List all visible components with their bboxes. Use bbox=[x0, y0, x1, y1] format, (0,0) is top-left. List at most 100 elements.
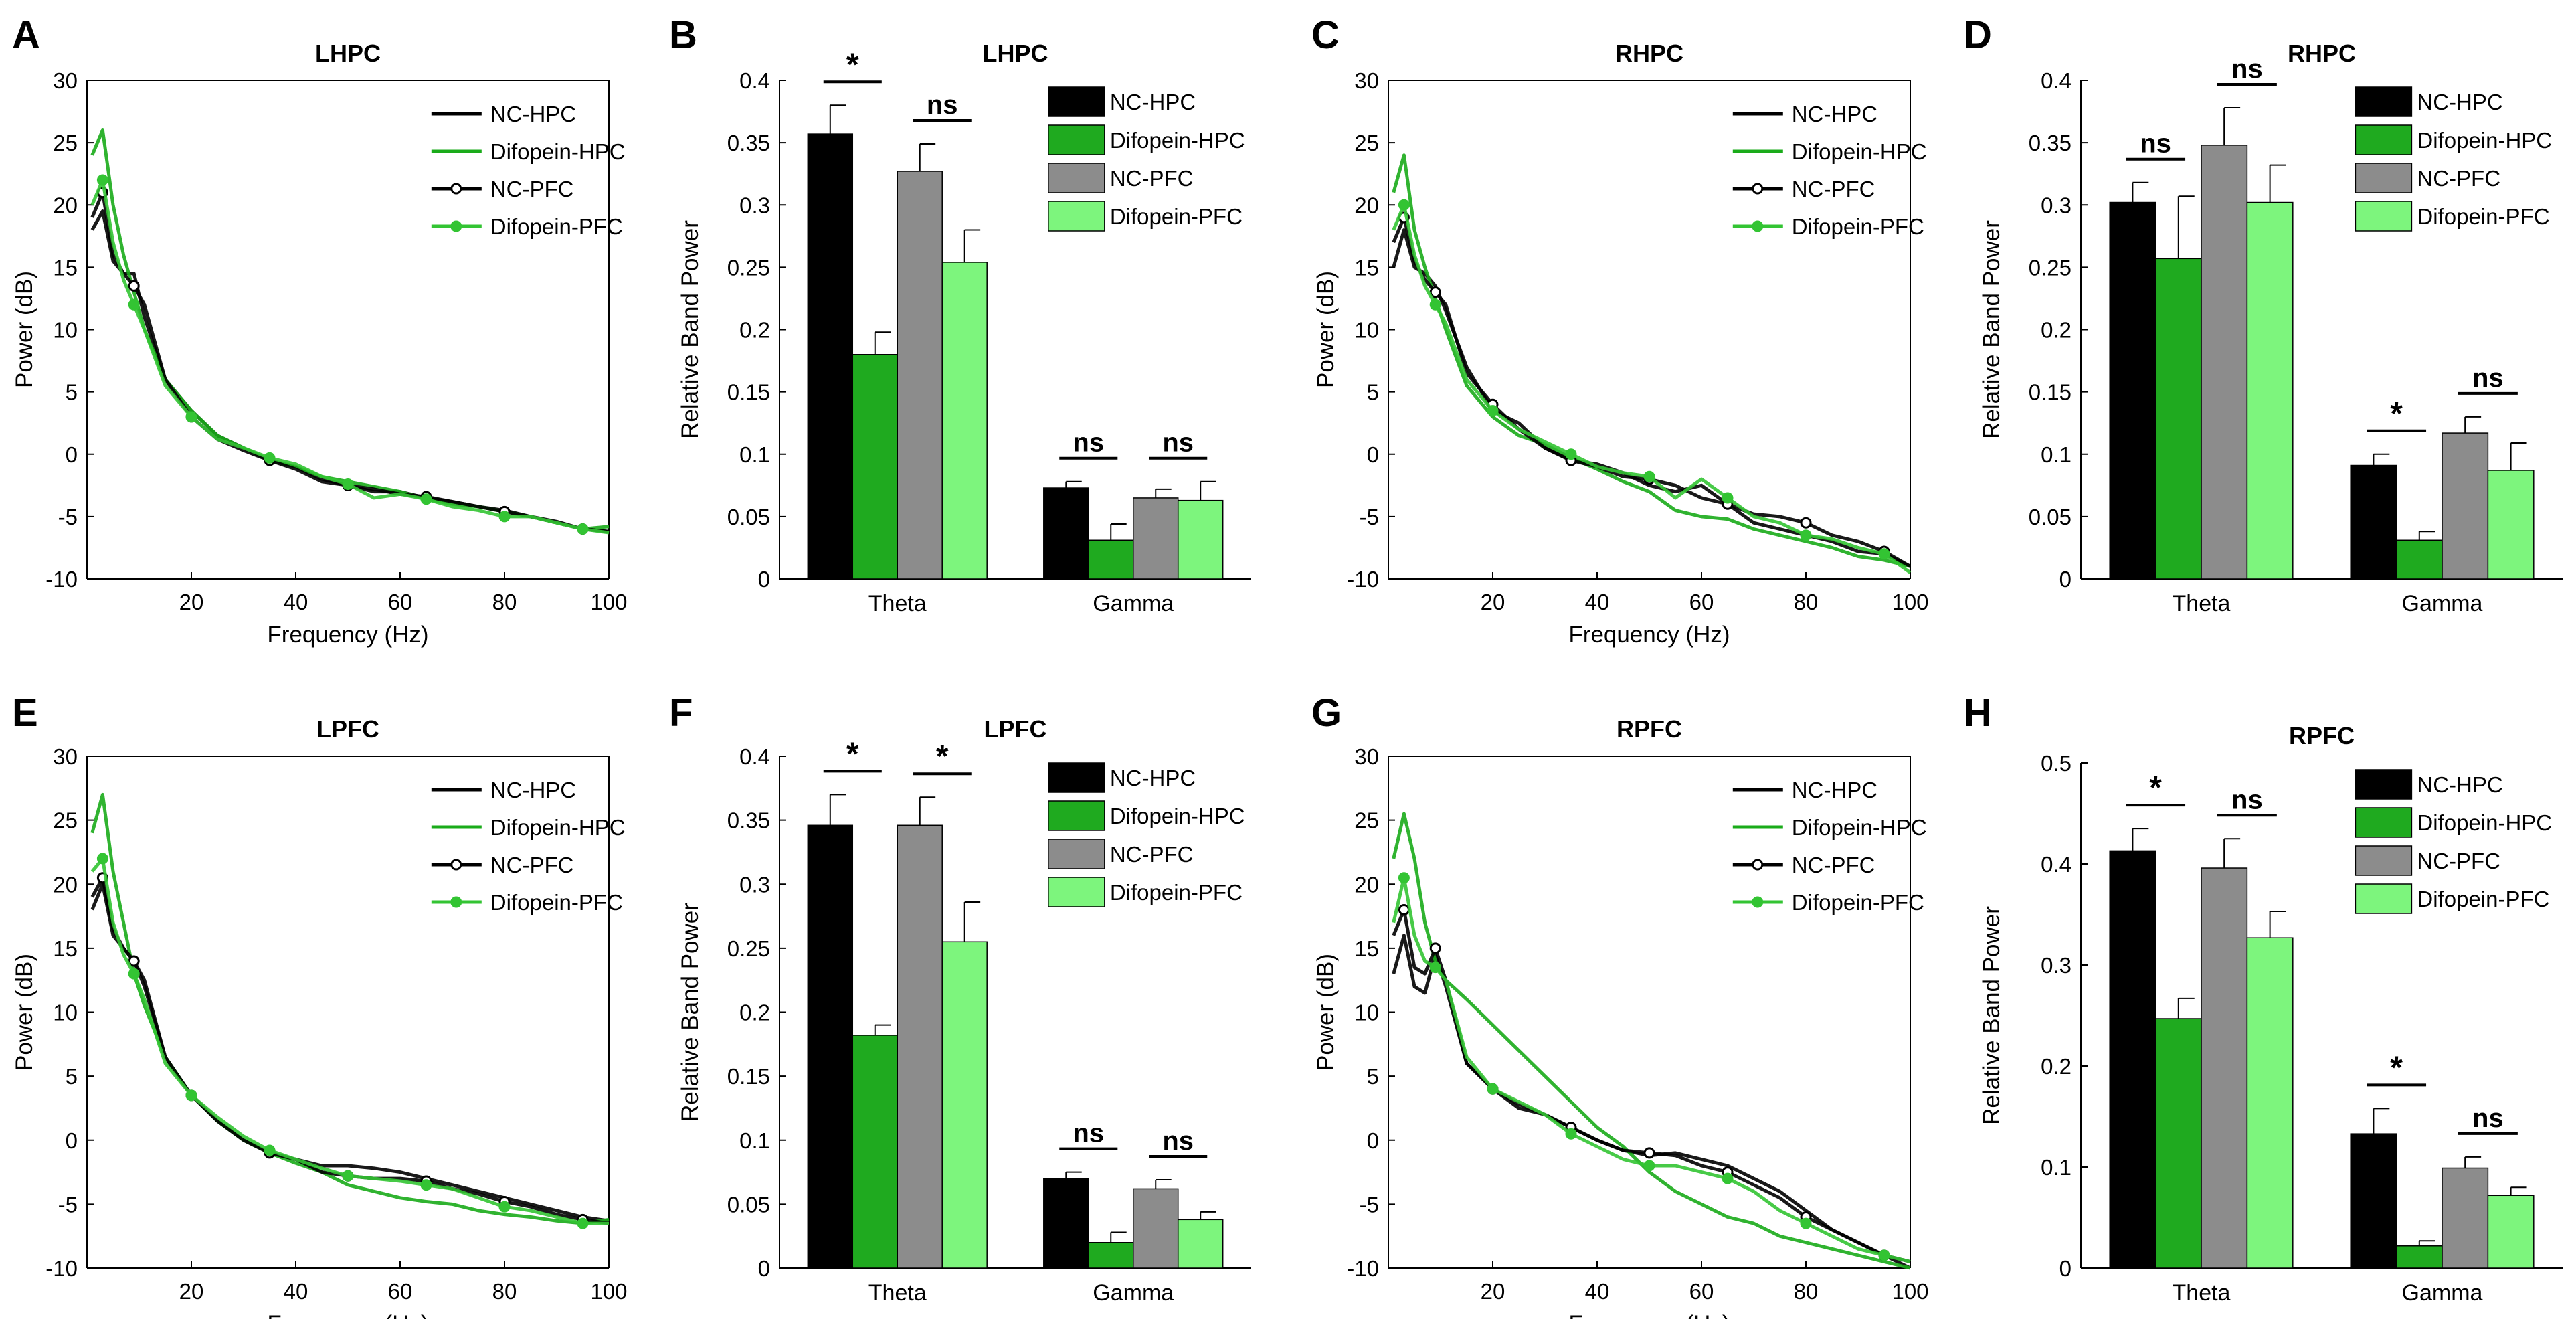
legend-swatch-difopein-pfc bbox=[2355, 883, 2413, 914]
y-tick-label: 0 bbox=[758, 1256, 770, 1281]
bar-theta-nc-hpc bbox=[2109, 850, 2156, 1269]
panel-letter: F bbox=[669, 691, 693, 735]
x-category-label: Theta bbox=[868, 591, 927, 616]
y-axis-label: Relative Band Power bbox=[1979, 906, 2005, 1125]
legend-label: Difopein-HPC bbox=[1110, 804, 1245, 828]
legend-swatch-nc-pfc bbox=[1048, 839, 1105, 869]
x-axis-label: Frequency (Hz) bbox=[1568, 1311, 1730, 1319]
series-marker bbox=[1643, 1160, 1655, 1172]
y-axis-label: Power (dB) bbox=[11, 271, 37, 388]
y-tick-label: 20 bbox=[1354, 193, 1379, 217]
series-marker bbox=[498, 511, 511, 523]
bar-gamma-difopein-pfc bbox=[2487, 470, 2535, 580]
bar-theta-difopein-hpc bbox=[852, 354, 899, 580]
y-tick-label: 0.3 bbox=[2041, 193, 2072, 217]
series-line-nc-hpc bbox=[90, 882, 610, 1223]
legend-swatch-nc-hpc bbox=[2355, 769, 2413, 800]
y-tick-label: 0 bbox=[2059, 567, 2072, 592]
series-marker bbox=[1398, 872, 1410, 884]
bar-theta-difopein-pfc bbox=[2246, 937, 2294, 1269]
legend-label: NC-PFC bbox=[1110, 166, 1194, 191]
bar-gamma-difopein-hpc bbox=[1088, 1242, 1134, 1269]
bar-theta-difopein-pfc bbox=[941, 941, 988, 1269]
legend-swatch-difopein-hpc bbox=[2355, 124, 2413, 155]
series-marker bbox=[1878, 548, 1890, 560]
significance-label: * bbox=[2149, 770, 2162, 806]
y-tick-label: 0.5 bbox=[2041, 751, 2072, 776]
y-axis-label: Relative Band Power bbox=[677, 220, 703, 439]
chart-title: RPFC bbox=[2289, 722, 2355, 750]
significance-label: ns bbox=[1073, 428, 1104, 458]
legend-swatch-nc-hpc bbox=[2355, 86, 2413, 117]
series-marker bbox=[1643, 1147, 1655, 1159]
y-tick-label: 25 bbox=[1354, 808, 1379, 833]
y-tick-label: -5 bbox=[1360, 505, 1379, 529]
series-marker bbox=[1643, 470, 1655, 482]
legend-swatch-difopein-hpc bbox=[1048, 124, 1105, 155]
series-marker bbox=[264, 452, 276, 464]
significance-label: * bbox=[846, 47, 859, 82]
bar-gamma-nc-hpc bbox=[2350, 464, 2397, 580]
y-tick-label: 5 bbox=[66, 380, 78, 405]
y-axis-label: Power (dB) bbox=[11, 954, 37, 1071]
bar-theta-nc-hpc bbox=[2109, 201, 2156, 580]
y-tick-label: 15 bbox=[53, 936, 78, 961]
legend-label: Difopein-PFC bbox=[490, 890, 623, 915]
legend-marker bbox=[1752, 896, 1764, 908]
y-tick-label: 0.05 bbox=[727, 505, 770, 529]
x-category-label: Theta bbox=[868, 1280, 927, 1306]
x-tick-label: 60 bbox=[1689, 590, 1714, 614]
legend-label: NC-PFC bbox=[1792, 177, 1875, 201]
x-category-label: Gamma bbox=[2402, 591, 2483, 616]
chart-title: LPFC bbox=[984, 715, 1047, 743]
y-tick-label: 0.4 bbox=[739, 68, 770, 93]
series-line-nc-hpc bbox=[1392, 934, 1912, 1270]
x-axis-label: Frequency (Hz) bbox=[267, 1311, 428, 1319]
significance-label: ns bbox=[2472, 1104, 2504, 1133]
chart-title: LHPC bbox=[983, 39, 1048, 67]
bar-gamma-difopein-pfc bbox=[2487, 1195, 2535, 1269]
legend-marker bbox=[450, 220, 462, 232]
series-marker bbox=[185, 1089, 197, 1102]
y-tick-label: 0 bbox=[1367, 442, 1379, 467]
legend-swatch-nc-pfc bbox=[2355, 845, 2413, 876]
series-marker bbox=[264, 1144, 276, 1156]
legend-label: NC-PFC bbox=[1110, 842, 1194, 867]
series-marker bbox=[128, 280, 140, 292]
series-marker bbox=[96, 853, 108, 865]
legend-label: NC-PFC bbox=[2417, 166, 2500, 191]
legend-label: Difopein-HPC bbox=[490, 815, 626, 840]
legend-label: Difopein-HPC bbox=[490, 139, 626, 164]
series-line-nc-hpc bbox=[1392, 228, 1912, 568]
legend-marker bbox=[450, 896, 462, 908]
bar-gamma-difopein-hpc bbox=[2395, 1245, 2443, 1269]
x-category-label: Theta bbox=[2173, 591, 2231, 616]
y-tick-label: 0.1 bbox=[2041, 1155, 2072, 1180]
series-marker bbox=[1800, 517, 1812, 529]
legend-label: NC-PFC bbox=[1792, 853, 1875, 877]
legend-swatch-difopein-hpc bbox=[1048, 800, 1105, 831]
legend-label: Difopein-HPC bbox=[2417, 128, 2552, 153]
y-axis-label: Power (dB) bbox=[1313, 954, 1339, 1071]
y-tick-label: -5 bbox=[1360, 1192, 1379, 1217]
y-tick-label: 0.3 bbox=[2041, 953, 2072, 978]
y-tick-label: 0.1 bbox=[739, 442, 770, 467]
significance-label: ns bbox=[2231, 54, 2263, 84]
y-tick-label: 0 bbox=[2059, 1256, 2072, 1281]
x-category-label: Theta bbox=[2173, 1280, 2231, 1306]
significance-label: ns bbox=[1162, 1126, 1194, 1156]
y-axis-label: Power (dB) bbox=[1313, 271, 1339, 388]
y-tick-label: 0 bbox=[1367, 1128, 1379, 1153]
y-tick-label: 0.2 bbox=[2041, 1054, 2072, 1079]
series-marker bbox=[498, 1201, 511, 1213]
y-tick-label: 0.25 bbox=[727, 936, 770, 961]
series-marker bbox=[342, 478, 354, 490]
chart-title: RPFC bbox=[1617, 715, 1682, 743]
x-tick-label: 80 bbox=[492, 1279, 517, 1304]
legend-label: NC-HPC bbox=[490, 778, 576, 802]
x-tick-label: 60 bbox=[388, 590, 413, 614]
y-tick-label: 15 bbox=[1354, 936, 1379, 961]
series-marker bbox=[128, 298, 140, 311]
bar-theta-difopein-pfc bbox=[941, 262, 988, 580]
